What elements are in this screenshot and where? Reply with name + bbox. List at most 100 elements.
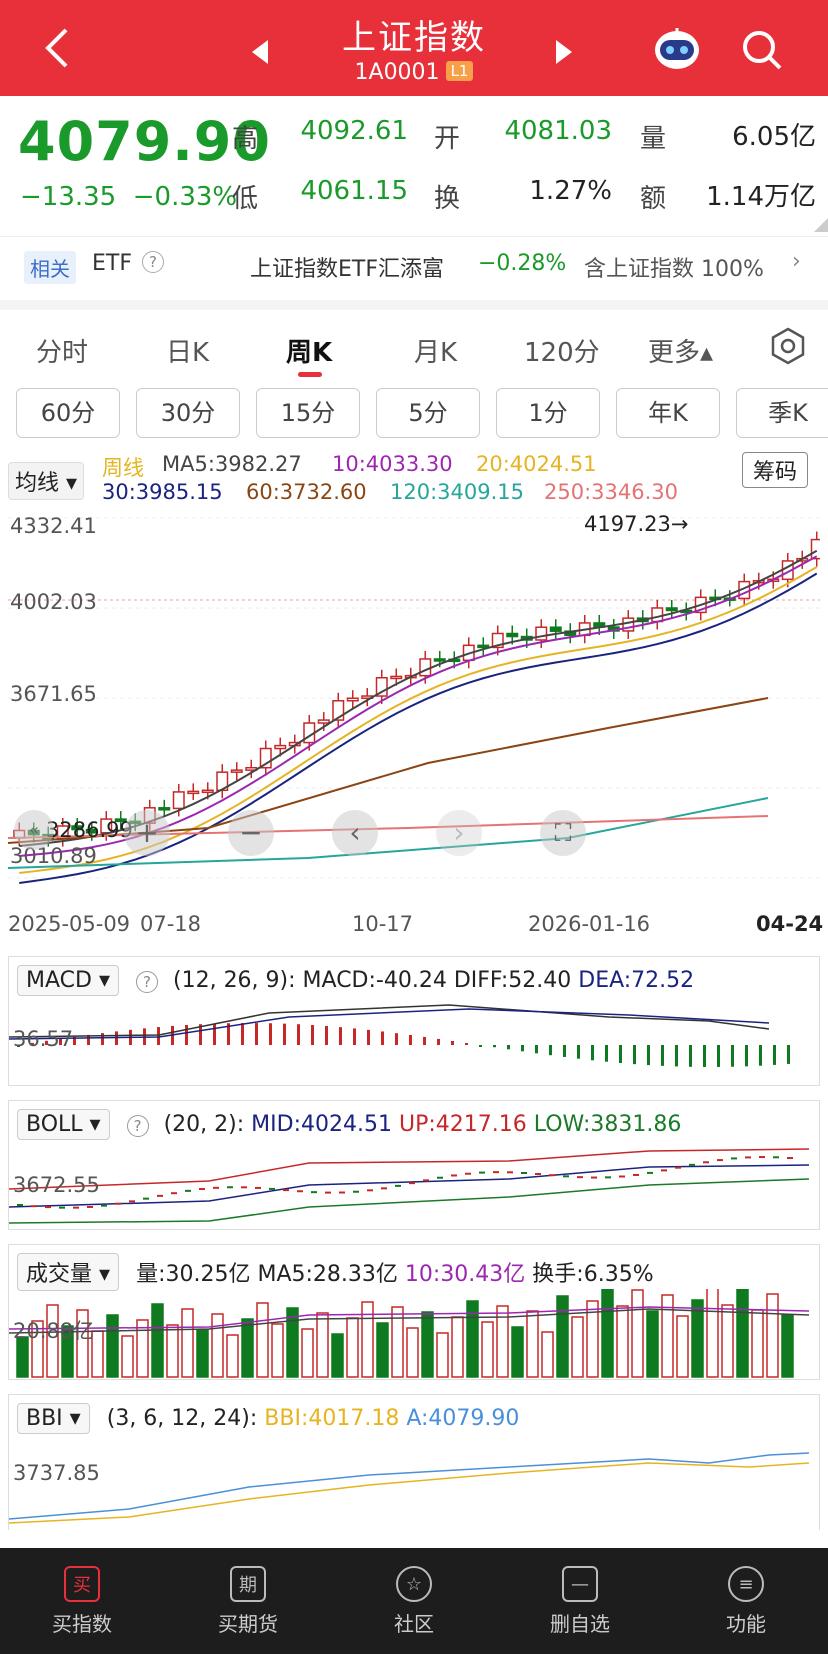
tab-monthly-k[interactable]: 月K	[414, 338, 458, 368]
volume-bar	[601, 1289, 614, 1378]
tab-daily-k[interactable]: 日K	[166, 338, 210, 368]
macd-bar	[395, 1033, 398, 1045]
y-label-top: 4332.41	[10, 514, 97, 538]
scroll-right-icon[interactable]: ›	[436, 810, 482, 856]
tab-120min[interactable]: 120分	[524, 338, 600, 368]
zoom-in-icon[interactable]: +	[124, 810, 170, 856]
boll-mid: MID:4024.51	[251, 1112, 392, 1137]
macd-bar	[423, 1036, 426, 1045]
macd-bar	[311, 1025, 314, 1045]
macd-select[interactable]: MACD ▾	[17, 965, 119, 996]
candle-body	[274, 744, 287, 750]
candle-body	[390, 675, 403, 680]
robot-assistant-icon[interactable]	[652, 26, 702, 72]
remove-icon: —	[562, 1566, 598, 1602]
ma5-value: MA5:3982.27	[162, 452, 302, 476]
help-icon[interactable]: ?	[126, 1115, 149, 1137]
boll-up-line	[9, 1148, 810, 1190]
bbi-header: BBI ▾ (3, 6, 12, 24): BBI:4017.18 A:4079…	[17, 1403, 519, 1434]
boll-svg	[9, 1148, 810, 1224]
boll-panel[interactable]: BOLL ▾ ? (20, 2): MID:4024.51 UP:4217.16…	[8, 1100, 820, 1230]
tab-fenshi[interactable]: 分时	[36, 338, 89, 368]
macd-panel[interactable]: MACD ▾ ? (12, 26, 9): MACD:-40.24 DIFF:5…	[8, 956, 820, 1086]
macd-value: MACD:-40.24	[302, 968, 447, 993]
ma-select[interactable]: 均线 ▾	[8, 462, 85, 500]
macd-bar	[773, 1045, 776, 1065]
volume-bar	[766, 1293, 779, 1378]
volume-select[interactable]: 成交量 ▾	[17, 1253, 120, 1291]
period-30min[interactable]: 30分	[136, 388, 240, 438]
help-icon[interactable]: ?	[142, 251, 164, 273]
volume-ma10: 10:30.43亿	[404, 1262, 526, 1287]
volume-bar	[136, 1319, 149, 1378]
chevron-right-icon[interactable]: ›	[792, 249, 801, 274]
tab-weekly-k[interactable]: 周K	[286, 338, 333, 368]
candle-body	[172, 791, 185, 810]
candle-body	[346, 697, 359, 702]
macd-bar	[185, 1024, 188, 1045]
macd-bar	[535, 1045, 538, 1054]
nav-community[interactable]: ☆ 社区	[354, 1558, 474, 1637]
prev-stock-icon[interactable]	[252, 40, 268, 64]
bbi-line	[9, 1462, 810, 1524]
low-value: 4061.15	[300, 176, 408, 206]
macd-bar	[59, 1038, 62, 1045]
nav-buy-futures[interactable]: 期买期货	[188, 1558, 308, 1637]
fullscreen-icon[interactable]: ⛶	[540, 810, 586, 856]
macd-bar	[101, 1033, 104, 1045]
back-arrow-icon[interactable]	[38, 26, 78, 70]
search-icon[interactable]	[740, 28, 784, 72]
boll-select[interactable]: BOLL ▾	[17, 1109, 110, 1140]
period-5min[interactable]: 5分	[376, 388, 480, 438]
period-quarter-k[interactable]: 季K	[736, 388, 828, 438]
bottom-nav: 买买指数 期买期货 ☆ 社区 — 删自选 ≡ 功能	[0, 1548, 828, 1654]
next-stock-icon[interactable]	[556, 40, 572, 64]
expand-corner-icon[interactable]	[814, 218, 828, 232]
nav-buy-index[interactable]: 买买指数	[22, 1558, 142, 1637]
volume-panel[interactable]: 成交量 ▾ 量:30.25亿 MA5:28.33亿 10:30.43亿 换手:6…	[8, 1244, 820, 1380]
volume-bar	[331, 1333, 344, 1378]
help-icon[interactable]: ?	[136, 971, 158, 993]
candle-body	[85, 828, 98, 834]
volume-bar	[361, 1301, 374, 1378]
macd-bar	[493, 1045, 496, 1048]
related-tag: 相关	[24, 251, 76, 284]
bbi-params: (3, 6, 12, 24):	[106, 1406, 258, 1431]
settings-hex-icon[interactable]	[768, 326, 808, 366]
tab-more[interactable]: 更多▴	[648, 338, 714, 368]
etf-change: −0.28%	[478, 251, 567, 276]
period-1min[interactable]: 1分	[496, 388, 600, 438]
macd-bar	[703, 1045, 706, 1067]
macd-bar	[507, 1045, 510, 1050]
scroll-left-icon[interactable]: ‹	[332, 810, 378, 856]
diff-value: DIFF:52.40	[453, 968, 572, 993]
nav-functions[interactable]: ≡ 功能	[686, 1558, 806, 1637]
main-kline-chart[interactable]: 均线 ▾ 周线 MA5:3982.27 10:4033.30 20:4024.5…	[0, 448, 828, 938]
macd-bar	[367, 1029, 370, 1045]
volume-bar	[586, 1300, 599, 1378]
candle-body	[158, 807, 171, 811]
collapse-left-icon[interactable]: «	[14, 810, 54, 850]
ma120-line	[8, 797, 769, 869]
period-buttons: 60分 30分 15分 5分 1分 年K 季K	[0, 382, 828, 442]
nav-remove-watchlist[interactable]: — 删自选	[520, 1558, 640, 1637]
bbi-panel[interactable]: BBI ▾ (3, 6, 12, 24): BBI:4017.18 A:4079…	[8, 1394, 820, 1530]
volume-ma5: MA5:28.33亿	[257, 1262, 398, 1287]
volume-bar	[226, 1334, 239, 1378]
volume-header: 成交量 ▾ 量:30.25亿 MA5:28.33亿 10:30.43亿 换手:6…	[17, 1253, 654, 1291]
bbi-select[interactable]: BBI ▾	[17, 1403, 90, 1434]
boll-ylabel: 3672.55	[13, 1173, 100, 1197]
x-label-3: 10-17	[352, 912, 414, 936]
y-label-2: 4002.03	[10, 590, 97, 614]
period-60min[interactable]: 60分	[16, 388, 120, 438]
ma30-value: 30:3985.15	[102, 480, 223, 504]
macd-header: MACD ▾ ? (12, 26, 9): MACD:-40.24 DIFF:5…	[17, 965, 694, 996]
macd-bar	[73, 1036, 76, 1045]
period-15min[interactable]: 15分	[256, 388, 360, 438]
related-etf-bar[interactable]: 相关 ETF ? 上证指数ETF汇添富 −0.28% 含上证指数 100% ›	[0, 236, 828, 298]
period-year-k[interactable]: 年K	[616, 388, 720, 438]
volume-bar	[511, 1326, 524, 1378]
zoom-out-icon[interactable]: −	[228, 810, 274, 856]
candle-body	[317, 719, 330, 724]
chip-button[interactable]: 筹码	[742, 452, 809, 488]
